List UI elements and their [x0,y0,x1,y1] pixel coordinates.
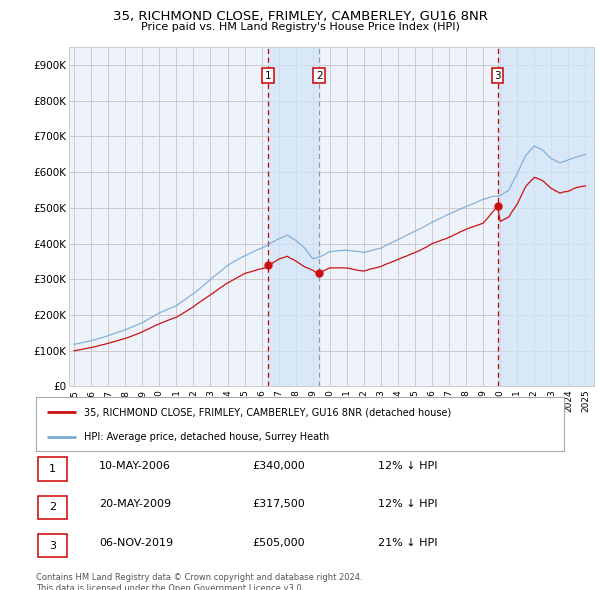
Text: 1: 1 [49,464,56,474]
Text: £317,500: £317,500 [252,500,305,509]
Text: 35, RICHMOND CLOSE, FRIMLEY, CAMBERLEY, GU16 8NR: 35, RICHMOND CLOSE, FRIMLEY, CAMBERLEY, … [113,10,487,23]
Text: 35, RICHMOND CLOSE, FRIMLEY, CAMBERLEY, GU16 8NR (detached house): 35, RICHMOND CLOSE, FRIMLEY, CAMBERLEY, … [83,407,451,417]
Text: 3: 3 [49,541,56,550]
Text: 12% ↓ HPI: 12% ↓ HPI [378,500,437,509]
FancyBboxPatch shape [38,534,67,558]
Text: Price paid vs. HM Land Registry's House Price Index (HPI): Price paid vs. HM Land Registry's House … [140,22,460,32]
FancyBboxPatch shape [38,457,67,481]
Text: 21% ↓ HPI: 21% ↓ HPI [378,538,437,548]
Text: 3: 3 [494,71,501,81]
Text: 12% ↓ HPI: 12% ↓ HPI [378,461,437,471]
Text: 06-NOV-2019: 06-NOV-2019 [99,538,173,548]
Text: 2: 2 [316,71,323,81]
Text: Contains HM Land Registry data © Crown copyright and database right 2024.
This d: Contains HM Land Registry data © Crown c… [36,573,362,590]
Text: £340,000: £340,000 [252,461,305,471]
Text: 20-MAY-2009: 20-MAY-2009 [99,500,171,509]
Text: HPI: Average price, detached house, Surrey Heath: HPI: Average price, detached house, Surr… [83,432,329,442]
Text: 1: 1 [265,71,271,81]
Bar [497,47,594,386]
Text: 10-MAY-2006: 10-MAY-2006 [99,461,171,471]
Text: £505,000: £505,000 [252,538,305,548]
Text: 2: 2 [49,503,56,512]
Bar [268,47,319,386]
FancyBboxPatch shape [38,496,67,519]
